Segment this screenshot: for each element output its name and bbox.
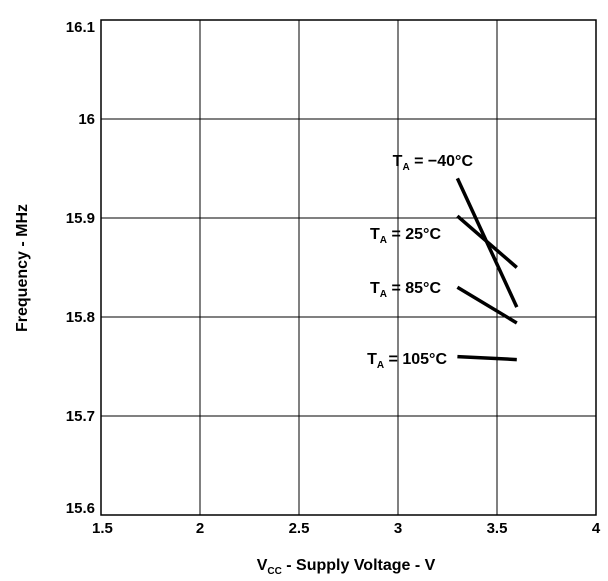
x-axis-title-rest: - Supply Voltage - V — [282, 557, 436, 574]
x-tick-label: 3 — [394, 520, 402, 537]
series-label: TA = −40°C — [393, 153, 474, 173]
x-axis-title-main: V — [257, 557, 268, 574]
x-tick-label: 1.5 — [92, 520, 113, 537]
x-tick-label: 2.5 — [289, 520, 310, 537]
y-tick-label: 15.7 — [66, 408, 95, 425]
y-axis-title: Frequency - MHz — [14, 204, 31, 332]
x-tick-label: 4 — [592, 520, 601, 537]
series-label: TA = 105°C — [367, 351, 447, 371]
x-tick-label: 3.5 — [487, 520, 508, 537]
y-tick-label: 15.6 — [66, 500, 95, 517]
series-label: TA = 85°C — [370, 280, 441, 300]
x-tick-label: 2 — [196, 520, 204, 537]
x-axis-title: VCC - Supply Voltage - V — [257, 557, 436, 577]
series-line — [456, 214, 518, 269]
y-tick-label: 16 — [78, 111, 95, 128]
x-axis-title-sub: CC — [267, 566, 281, 577]
series-line — [457, 354, 517, 362]
series-line — [456, 285, 518, 325]
series-label: TA = 25°C — [370, 226, 441, 246]
y-tick-label: 15.8 — [66, 309, 95, 326]
y-tick-label: 16.1 — [66, 19, 95, 36]
plot-frame — [100, 19, 597, 516]
y-tick-label: 15.9 — [66, 210, 95, 227]
